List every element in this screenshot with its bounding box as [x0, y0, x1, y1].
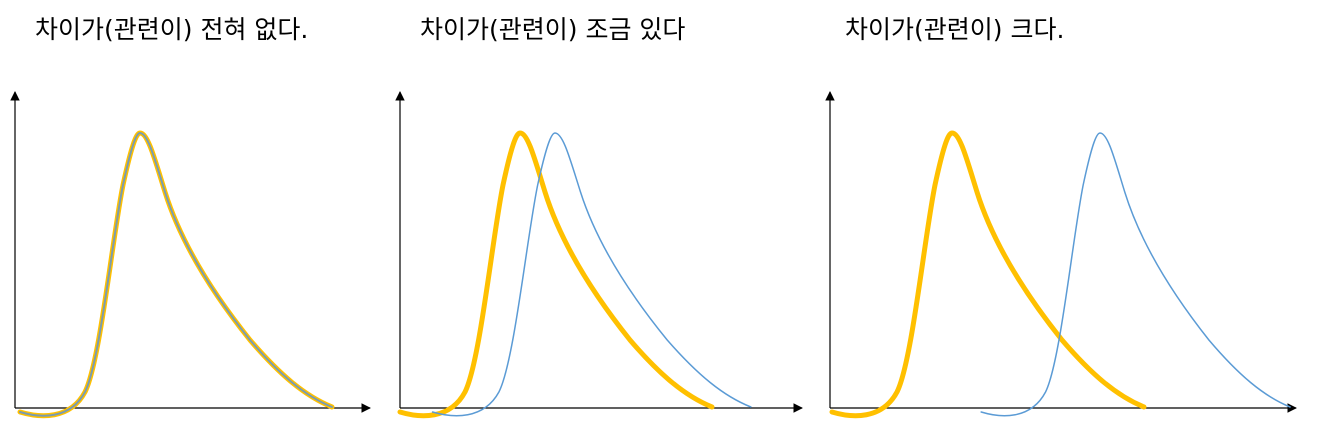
panel-title: 차이가(관련이) 조금 있다	[420, 15, 685, 44]
curve-blue	[980, 132, 1291, 417]
panel-title: 차이가(관련이) 크다.	[845, 15, 1064, 44]
axes	[10, 91, 1297, 413]
curve-blue	[431, 132, 752, 417]
curve-blue	[19, 131, 333, 417]
curve-orange	[17, 130, 335, 419]
curves	[17, 130, 1291, 419]
curve-orange	[397, 130, 715, 419]
panel-title: 차이가(관련이) 전혀 없다.	[35, 15, 308, 44]
curve-orange	[829, 130, 1147, 419]
